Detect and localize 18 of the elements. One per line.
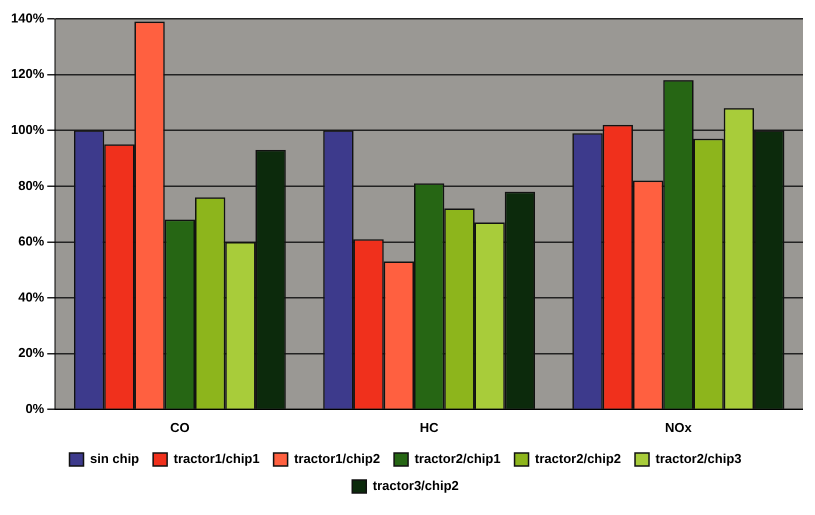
legend-label: tractor1/chip2 [294, 451, 380, 466]
y-tick-label: 20% [18, 345, 45, 360]
legend-label: tractor3/chip2 [372, 478, 459, 494]
x-tick-label: CO [170, 420, 190, 435]
x-tick-label: NOx [665, 420, 693, 435]
legend-label: tractor2/chip2 [535, 451, 622, 466]
y-tick-label: 60% [18, 234, 45, 249]
y-tick-label: 0% [25, 400, 45, 416]
y-tick-label: 40% [18, 289, 45, 304]
legend-label: tractor1/chip1 [174, 451, 260, 466]
y-tick-label: 120% [11, 66, 45, 82]
legend-label: sin chip [90, 451, 140, 466]
legend-label: tractor2/chip3 [656, 451, 742, 466]
y-tick-label: 100% [11, 122, 45, 137]
legend-label: tractor2/chip1 [414, 451, 501, 466]
y-tick-label: 80% [18, 178, 45, 193]
x-tick-label: HC [420, 420, 440, 435]
y-tick-label: 140% [11, 10, 45, 26]
